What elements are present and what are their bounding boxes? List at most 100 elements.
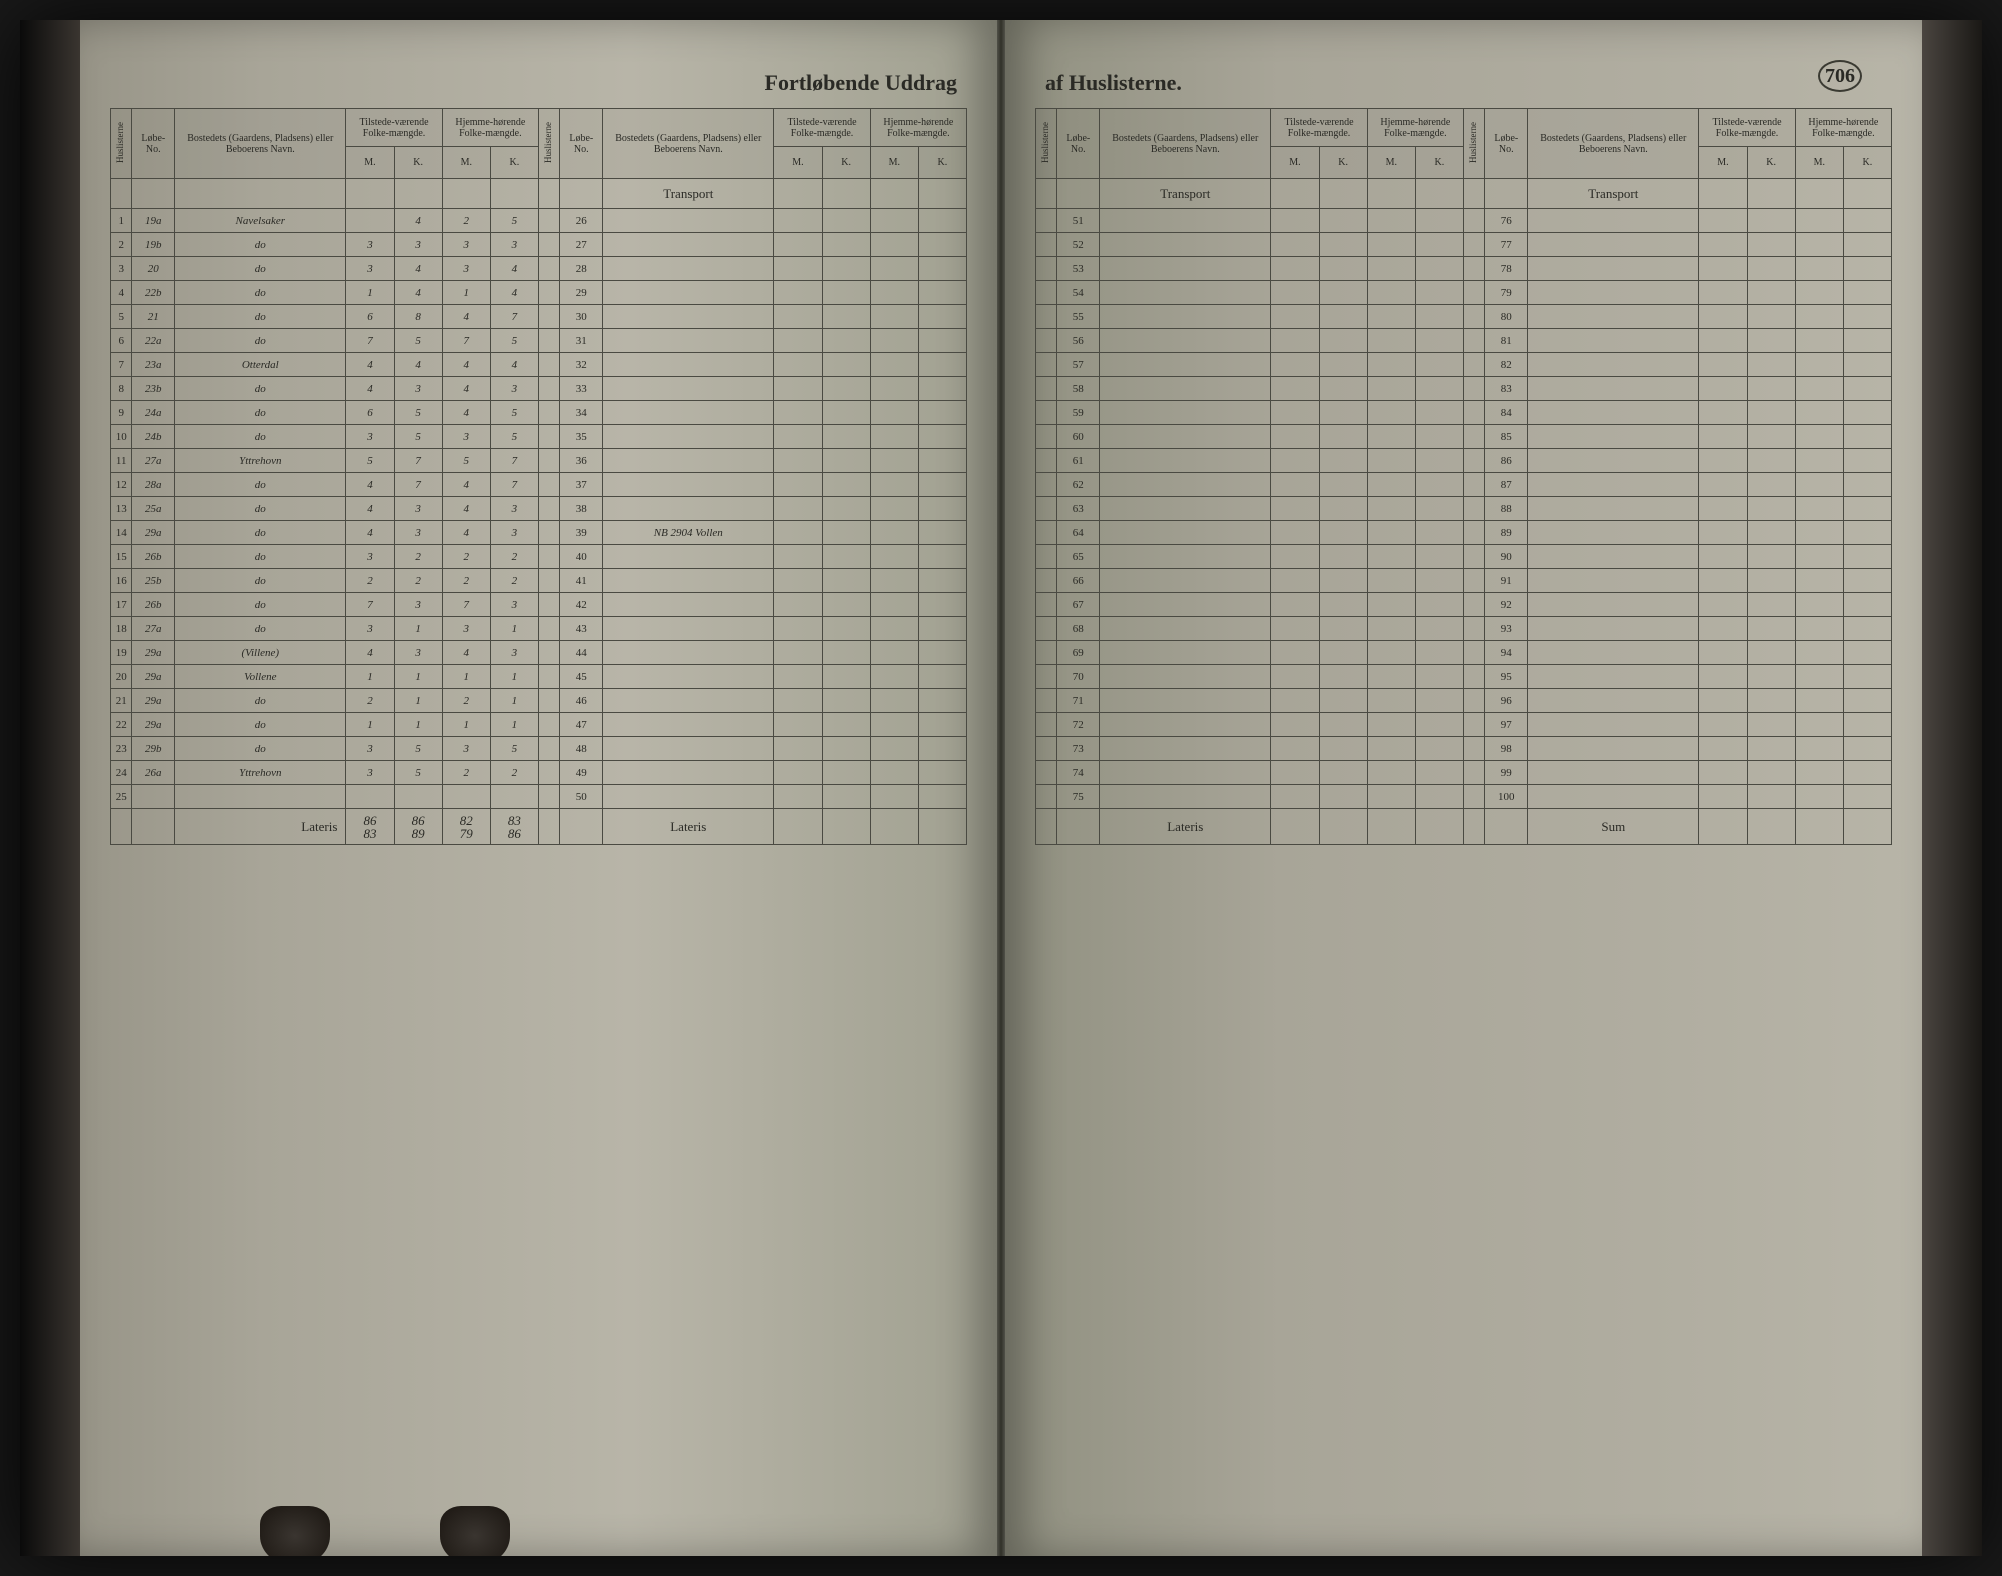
table-row: 2 19b do 3 3 3 3 27 bbox=[111, 233, 967, 257]
table-row: 19 29a (Villene) 4 3 4 3 44 bbox=[111, 641, 967, 665]
table-row: 7095 bbox=[1036, 665, 1892, 689]
table-row: 5883 bbox=[1036, 377, 1892, 401]
header-k: K. bbox=[918, 147, 966, 179]
table-row: 5479 bbox=[1036, 281, 1892, 305]
binding-left bbox=[20, 20, 80, 1556]
table-row: 17 26b do 7 3 7 3 42 bbox=[111, 593, 967, 617]
header-m: M. bbox=[442, 147, 490, 179]
ledger-table-right: Huslisterne Løbe-No. Bostedets (Gaardens… bbox=[1035, 108, 1892, 845]
table-row: 6388 bbox=[1036, 497, 1892, 521]
book-clip bbox=[260, 1506, 330, 1556]
lateris-row: Lateris 8683 8689 8279 8386 Lateris bbox=[111, 809, 967, 845]
header-bosted: Bostedets (Gaardens, Pladsens) eller Beb… bbox=[1100, 109, 1271, 179]
table-row: 6489 bbox=[1036, 521, 1892, 545]
table-row: 7 23a Otterdal 4 4 4 4 32 bbox=[111, 353, 967, 377]
table-row: 20 29a Vollene 1 1 1 1 45 bbox=[111, 665, 967, 689]
table-row: 6994 bbox=[1036, 641, 1892, 665]
header-k: K. bbox=[490, 147, 538, 179]
table-row: 13 25a do 4 3 4 3 38 bbox=[111, 497, 967, 521]
header-lobe: Løbe-No. bbox=[1057, 109, 1100, 179]
table-row: 7398 bbox=[1036, 737, 1892, 761]
header-m: M. bbox=[346, 147, 394, 179]
table-row: 5580 bbox=[1036, 305, 1892, 329]
table-row: 6287 bbox=[1036, 473, 1892, 497]
table-row: 7297 bbox=[1036, 713, 1892, 737]
page-right: 706 af Huslisterne. Huslisterne Løbe-No.… bbox=[1005, 20, 1922, 1556]
book-spine bbox=[997, 20, 1005, 1556]
header-bosted: Bostedets (Gaardens, Pladsens) eller Beb… bbox=[175, 109, 346, 179]
table-row: 3 20 do 3 4 3 4 28 bbox=[111, 257, 967, 281]
table-row: 5277 bbox=[1036, 233, 1892, 257]
table-row: 18 27a do 3 1 3 1 43 bbox=[111, 617, 967, 641]
header-huslisterne2: Huslisterne bbox=[539, 109, 560, 179]
header-huslisterne2: Huslisterne bbox=[1464, 109, 1485, 179]
header-hjemme2: Hjemme-hørende Folke-mængde. bbox=[1795, 109, 1891, 147]
page-left: Fortløbende Uddrag Huslisterne Løbe-No. … bbox=[80, 20, 997, 1556]
table-row: 5782 bbox=[1036, 353, 1892, 377]
header-lobe2: Løbe-No. bbox=[560, 109, 603, 179]
table-row: 5 21 do 6 8 4 7 30 bbox=[111, 305, 967, 329]
header-m: M. bbox=[1699, 147, 1747, 179]
table-row: 8 23b do 4 3 4 3 33 bbox=[111, 377, 967, 401]
header-m: M. bbox=[1367, 147, 1415, 179]
header-lobe2: Løbe-No. bbox=[1485, 109, 1528, 179]
header-tilstede2: Tilstede-værende Folke-mængde. bbox=[1699, 109, 1795, 147]
table-row: 7499 bbox=[1036, 761, 1892, 785]
header-k: K. bbox=[1319, 147, 1367, 179]
header-hjemme: Hjemme-hørende Folke-mængde. bbox=[1367, 109, 1463, 147]
header-k: K. bbox=[822, 147, 870, 179]
table-row: 23 29b do 3 5 3 5 48 bbox=[111, 737, 967, 761]
header-tilstede: Tilstede-værende Folke-mængde. bbox=[346, 109, 442, 147]
table-row: 5378 bbox=[1036, 257, 1892, 281]
table-row: 25 50 bbox=[111, 785, 967, 809]
table-row: 12 28a do 4 7 4 7 37 bbox=[111, 473, 967, 497]
table-row: 9 24a do 6 5 4 5 34 bbox=[111, 401, 967, 425]
header-lobe: Løbe-No. bbox=[132, 109, 175, 179]
table-row: 15 26b do 3 2 2 2 40 bbox=[111, 545, 967, 569]
header-k: K. bbox=[1747, 147, 1795, 179]
book-clip bbox=[440, 1506, 510, 1556]
header-tilstede: Tilstede-værende Folke-mængde. bbox=[1271, 109, 1367, 147]
header-k: K. bbox=[394, 147, 442, 179]
header-m: M. bbox=[774, 147, 822, 179]
header-tilstede2: Tilstede-værende Folke-mængde. bbox=[774, 109, 870, 147]
table-row: 11 27a Yttrehovn 5 7 5 7 36 bbox=[111, 449, 967, 473]
table-row: 6 22a do 7 5 7 5 31 bbox=[111, 329, 967, 353]
table-row: 1 19a Navelsaker 4 2 5 26 bbox=[111, 209, 967, 233]
table-row: 6085 bbox=[1036, 425, 1892, 449]
page-number: 706 bbox=[1818, 60, 1862, 92]
header-m: M. bbox=[870, 147, 918, 179]
table-row: 10 24b do 3 5 3 5 35 bbox=[111, 425, 967, 449]
table-row: 7196 bbox=[1036, 689, 1892, 713]
binding-right bbox=[1922, 20, 1982, 1556]
header-k: K. bbox=[1843, 147, 1891, 179]
header-huslisterne: Huslisterne bbox=[1036, 109, 1057, 179]
header-hjemme: Hjemme-hørende Folke-mængde. bbox=[442, 109, 538, 147]
header-bosted2: Bostedets (Gaardens, Pladsens) eller Beb… bbox=[1528, 109, 1699, 179]
header-huslisterne: Huslisterne bbox=[111, 109, 132, 179]
table-row: 22 29a do 1 1 1 1 47 bbox=[111, 713, 967, 737]
page-title-right: af Huslisterne. bbox=[1035, 70, 1892, 96]
ledger-table-left: Huslisterne Løbe-No. Bostedets (Gaardens… bbox=[110, 108, 967, 845]
transport-row: TransportTransport bbox=[1036, 179, 1892, 209]
header-bosted2: Bostedets (Gaardens, Pladsens) eller Beb… bbox=[603, 109, 774, 179]
table-row: 6691 bbox=[1036, 569, 1892, 593]
table-row: 6893 bbox=[1036, 617, 1892, 641]
table-row: 6792 bbox=[1036, 593, 1892, 617]
table-row: 6186 bbox=[1036, 449, 1892, 473]
header-hjemme2: Hjemme-hørende Folke-mængde. bbox=[870, 109, 966, 147]
table-row: 21 29a do 2 1 2 1 46 bbox=[111, 689, 967, 713]
table-row: 6590 bbox=[1036, 545, 1892, 569]
table-row: 75100 bbox=[1036, 785, 1892, 809]
table-row: 24 26a Yttrehovn 3 5 2 2 49 bbox=[111, 761, 967, 785]
header-m: M. bbox=[1271, 147, 1319, 179]
header-m: M. bbox=[1795, 147, 1843, 179]
table-row: 5984 bbox=[1036, 401, 1892, 425]
page-title-left: Fortløbende Uddrag bbox=[110, 70, 967, 96]
header-k: K. bbox=[1415, 147, 1463, 179]
ledger-book: Fortløbende Uddrag Huslisterne Løbe-No. … bbox=[20, 20, 1982, 1556]
table-row: 14 29a do 4 3 4 3 39 NB 2904 Vollen bbox=[111, 521, 967, 545]
lateris-row: LaterisSum bbox=[1036, 809, 1892, 845]
transport-row: Transport bbox=[111, 179, 967, 209]
table-row: 5176 bbox=[1036, 209, 1892, 233]
